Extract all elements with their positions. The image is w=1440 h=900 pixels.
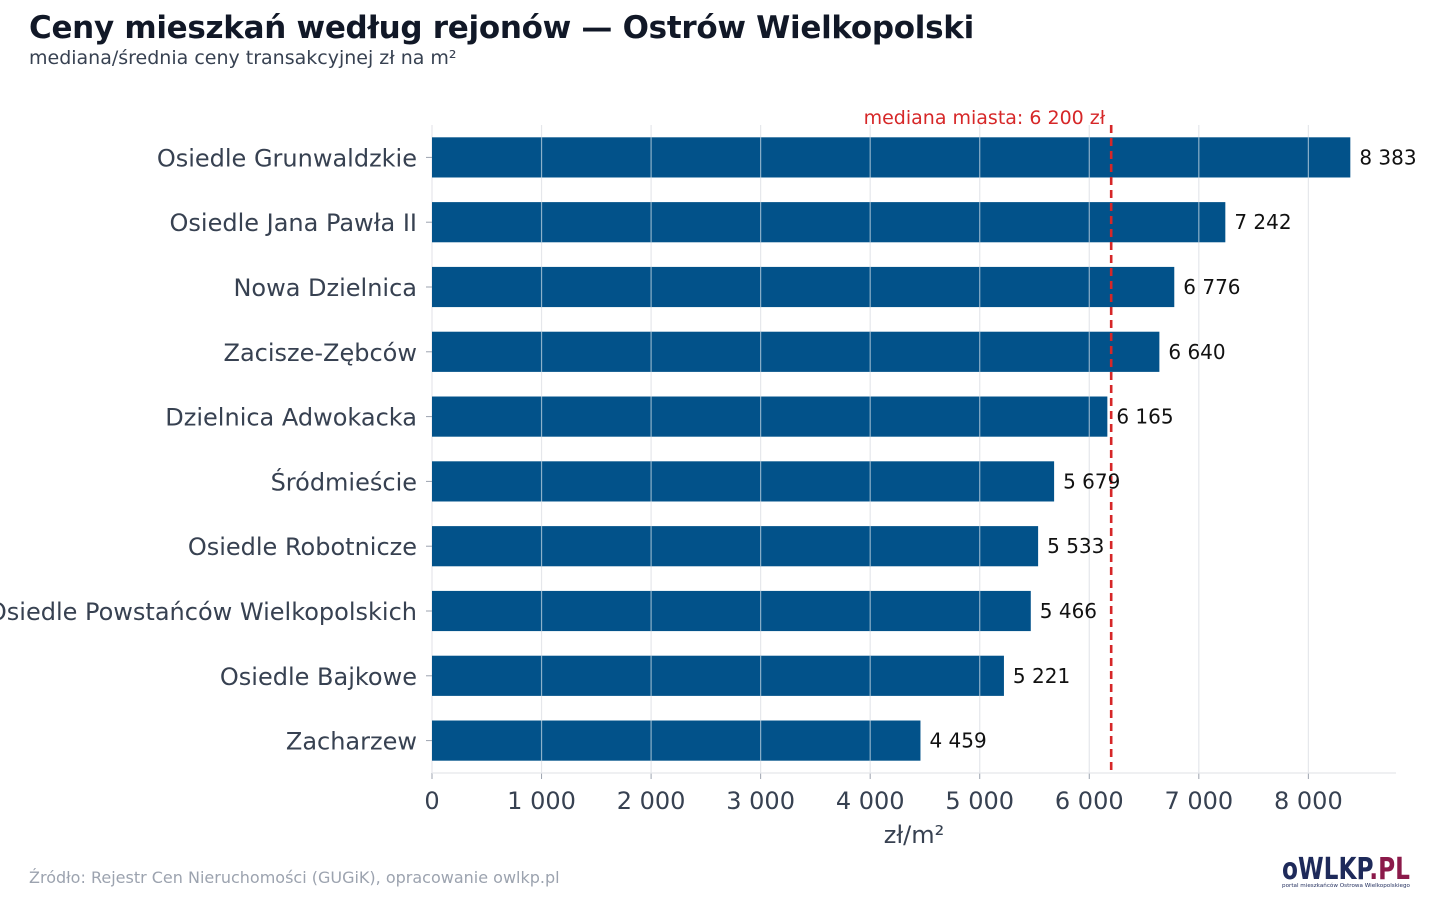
bar (432, 655, 1004, 696)
bar (432, 526, 1039, 567)
x-tick-label: 1 000 (507, 787, 576, 815)
x-tick-label: 7 000 (1164, 787, 1233, 815)
source-note: Źródło: Rejestr Cen Nieruchomości (GUGiK… (29, 868, 560, 887)
bar (432, 202, 1226, 243)
x-tick-label: 5 000 (945, 787, 1014, 815)
category-label: Nowa Dzielnica (233, 274, 417, 302)
bar (432, 590, 1031, 632)
value-label: 5 466 (1040, 599, 1097, 623)
value-label: 7 242 (1234, 210, 1291, 234)
category-label: Osiedle Grunwaldzkie (157, 144, 417, 172)
bar (432, 266, 1175, 308)
value-label: 5 533 (1047, 534, 1104, 558)
owlkp-logo: oWLKP.PL portal mieszkańców Ostrowa Wiel… (1282, 852, 1411, 889)
category-label: Zacisze-Zębców (224, 339, 418, 367)
value-label: 5 679 (1063, 469, 1120, 493)
chart-title: Ceny mieszkań według rejonów — Ostrów Wi… (29, 10, 974, 46)
reference-line-label: mediana miasta: 6 200 zł (864, 107, 1106, 129)
value-label: 6 640 (1168, 340, 1225, 364)
category-label: Osiedle Robotnicze (188, 533, 417, 561)
logo-text: oWLKP.PL (1282, 852, 1410, 887)
bar (432, 720, 921, 761)
x-tick-label: 6 000 (1055, 787, 1124, 815)
x-tick-label: 4 000 (836, 787, 905, 815)
x-tick-label: 8 000 (1274, 787, 1343, 815)
category-label: Osiedle Jana Pawła II (170, 209, 418, 237)
category-label: Zacharzew (286, 728, 417, 756)
x-axis: 0 1 000 2 000 3 000 4 000 5 000 6 000 7 000 8 00… (424, 772, 1396, 815)
value-label: 6 165 (1116, 405, 1173, 429)
x-axis-title: zł/m² (884, 821, 945, 849)
value-label: 5 221 (1013, 664, 1070, 688)
bar (432, 396, 1108, 437)
category-label: Osiedle Powstańców Wielkopolskich (0, 598, 417, 626)
x-tick-label: 2 000 (617, 787, 686, 815)
x-tick-label: 3 000 (726, 787, 795, 815)
category-label: Śródmieście (271, 466, 417, 496)
category-label: Osiedle Bajkowe (220, 663, 417, 691)
value-labels: 8 383 7 242 6 776 6 640 6 165 5 679 5 533 5 466… (929, 145, 1416, 752)
value-label: 6 776 (1183, 275, 1240, 299)
category-label: Dzielnica Adwokacka (165, 404, 417, 432)
logo-tagline: portal mieszkańców Ostrowa Wielkopolskie… (1282, 882, 1411, 889)
x-tick-label: 0 (424, 787, 439, 815)
category-labels: Osiedle Grunwaldzkie Osiedle Jana Pawła I… (0, 144, 432, 756)
bar (432, 331, 1160, 372)
value-label: 8 383 (1359, 145, 1416, 169)
bar (432, 137, 1351, 178)
chart-subtitle: mediana/średnia ceny transakcyjnej zł na… (29, 47, 457, 69)
value-label: 4 459 (929, 729, 986, 753)
bar (432, 461, 1055, 502)
reference-line-group: mediana miasta: 6 200 zł (864, 107, 1113, 773)
bars (432, 137, 1351, 761)
